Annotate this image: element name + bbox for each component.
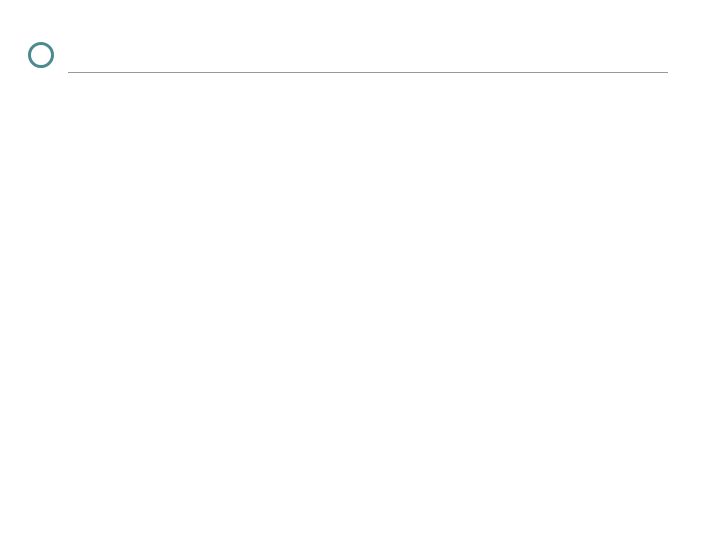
title-underline	[68, 72, 668, 73]
population-pyramid-chart	[40, 88, 680, 508]
bullet-icon	[28, 42, 54, 68]
